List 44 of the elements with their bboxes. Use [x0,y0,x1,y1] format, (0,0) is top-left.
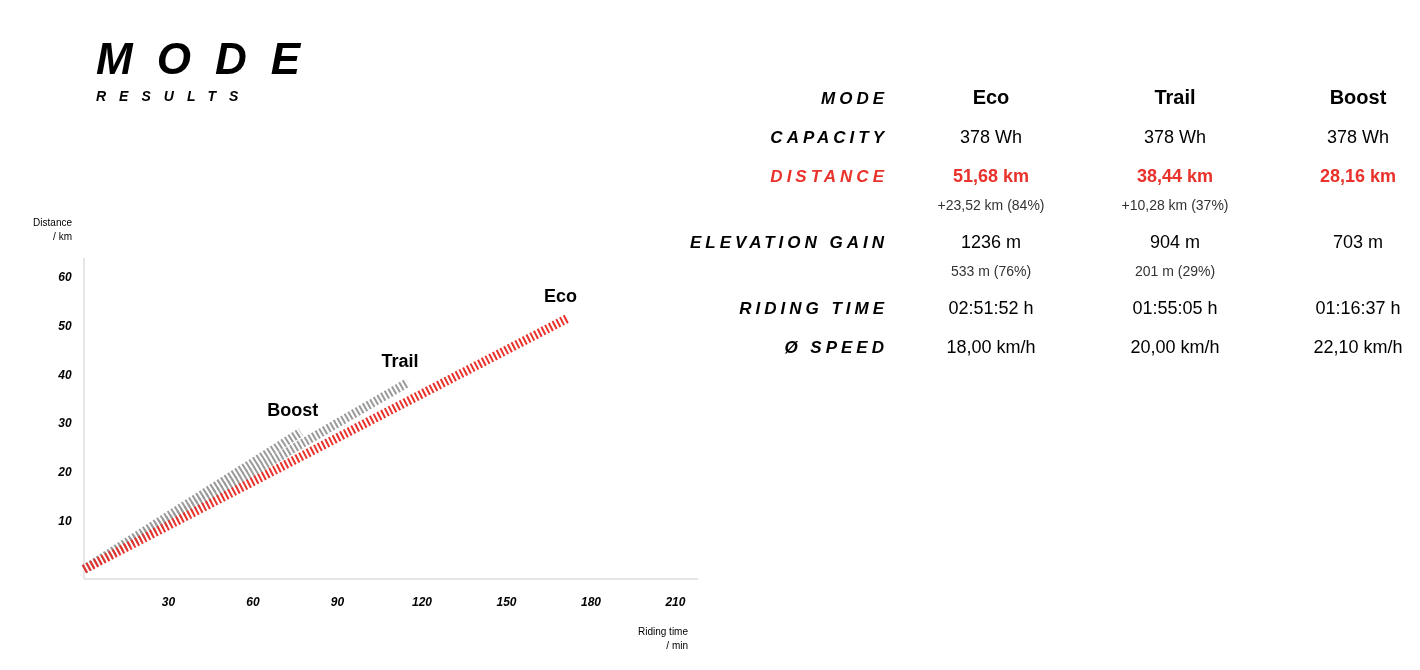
x-tick-label: 90 [330,595,345,609]
x-tick-label: 120 [411,595,433,609]
text: 703 m [1332,232,1384,252]
text: 20,00 km/h [1130,337,1220,357]
x-tick-label: 180 [580,595,602,609]
series-label: Eco [543,285,577,306]
category-label: Boost [1329,86,1387,108]
x-axis-title: Riding time / min [637,626,689,651]
category-label: CAPACITY [770,128,888,147]
text: 378 Wh [1326,127,1390,147]
text: 22,10 km/h [1313,337,1403,357]
chart-title: MODE [96,34,324,83]
chart-subtitle: RESULTS [96,88,252,104]
x-tick-label: 150 [496,595,517,609]
x-tick-label: 60 [246,595,260,609]
y-tick-label: 50 [58,319,72,334]
series-label: Trail [381,350,419,371]
x-tick-label: 210 [664,595,686,609]
y-tick-label: 30 [58,416,72,431]
text: 28,16 km [1319,166,1397,186]
text: 1236 m 533 m (76%) [950,232,1032,279]
y-axis-title: Distance / km [33,217,73,242]
series-label: Boost [267,400,319,421]
text: 02:51:52 h [948,298,1034,318]
text: 378 Wh [1143,127,1207,147]
category-label: Ø SPEED [784,338,888,357]
text: 38,44 km +10,28 km (37%) [1121,166,1229,213]
category-label: Eco [972,86,1010,108]
text: 378 Wh [959,127,1023,147]
y-tick-label: 20 [57,465,72,479]
text: MODE [821,89,888,108]
category-label: Trail [1154,86,1196,108]
y-tick-label: 40 [57,367,72,382]
text: 18,00 km/h [946,337,1036,357]
y-tick-label: 10 [58,513,72,528]
text: 01:55:05 h [1132,298,1218,318]
category-label: ELEVATION GAIN [690,233,888,252]
category-label: RIDING TIME [739,299,888,318]
text: 01:16:37 h [1315,298,1401,318]
category-label: DISTANCE [770,167,888,186]
text: 51,68 km +23,52 km (84%) [937,166,1045,213]
x-tick-label: 30 [161,595,176,609]
text: 904 m 201 m (29%) [1134,232,1216,279]
y-tick-label: 60 [58,270,72,285]
